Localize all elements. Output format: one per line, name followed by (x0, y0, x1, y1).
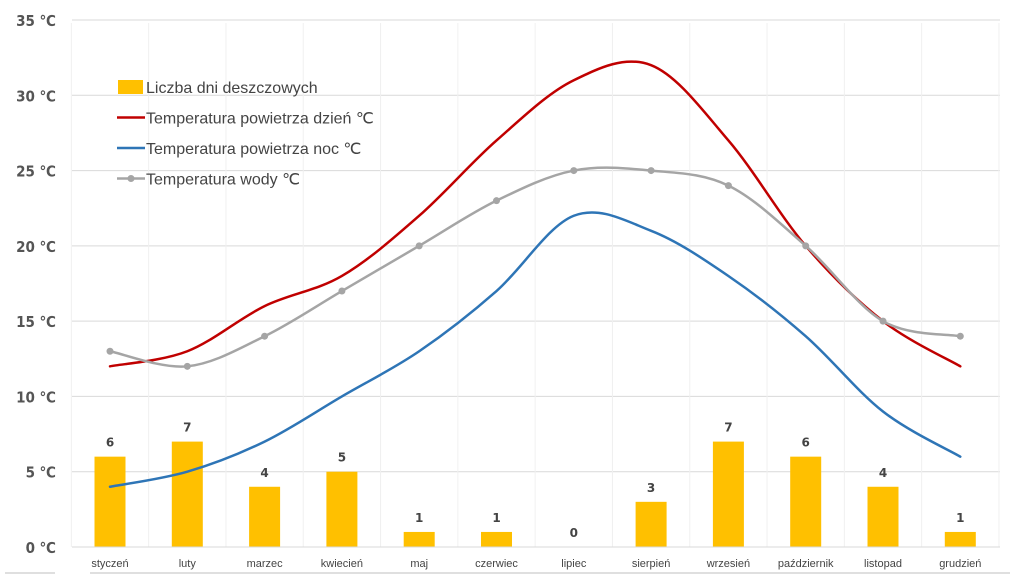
y-tick-label: 15 ℃ (16, 313, 56, 331)
bar (867, 486, 899, 547)
x-axis: styczeń luty marzec kwiecień maj czerwiec lipi… (5, 546, 1010, 574)
water-temp-marker (183, 362, 191, 370)
bar-data-label: 1 (956, 511, 964, 525)
water-temp-marker (724, 182, 732, 190)
x-tick-label: czerwiec (475, 558, 518, 570)
bar (249, 486, 281, 547)
y-tick-label: 25 ℃ (16, 163, 56, 181)
water-temp-marker (338, 287, 346, 295)
legend-swatch-marker (127, 175, 135, 182)
gridlines (70, 19, 1000, 548)
legend-item: Temperatura powietrza noc ℃ (117, 141, 361, 158)
legend-swatch-bar (118, 80, 143, 94)
bar (635, 501, 667, 547)
bar-data-label: 6 (802, 436, 810, 450)
water-temp-marker (879, 317, 887, 325)
x-tick-label: lipiec (561, 558, 587, 570)
y-tick-label: 5 ℃ (26, 464, 56, 482)
x-tick-label: marzec (247, 558, 284, 570)
bar (481, 531, 512, 547)
x-tick-label: luty (179, 558, 197, 570)
water-temp-marker (956, 332, 964, 340)
y-tick-label: 20 ℃ (16, 238, 56, 256)
bar (790, 456, 822, 547)
water-temp-marker (647, 167, 655, 175)
legend-label: Temperatura powietrza noc ℃ (146, 141, 361, 158)
line-series (106, 60, 964, 489)
water-temp-marker (802, 242, 810, 250)
bar (403, 531, 435, 547)
y-tick-label: 0 ℃ (26, 539, 56, 557)
day-temp-line (108, 60, 962, 368)
bar (171, 441, 203, 547)
water-temp-marker (493, 197, 500, 205)
legend-label: Temperatura powietrza dzień ℃ (146, 111, 374, 128)
bar (712, 441, 744, 547)
bar-data-label: 1 (492, 511, 500, 525)
bar-data-label: 0 (570, 526, 578, 540)
water-temp-marker (415, 242, 423, 250)
x-tick-label: sierpień (632, 558, 671, 570)
bar (326, 471, 358, 547)
bar-data-label: 6 (106, 436, 114, 450)
y-tick-label: 10 ℃ (16, 388, 56, 406)
x-tick-label: maj (410, 558, 428, 570)
legend: Liczba dni deszczowych Temperatura powiet… (117, 80, 374, 189)
legend-item: Temperatura powietrza dzień ℃ (117, 111, 374, 128)
x-tick-label: październik (778, 558, 834, 570)
bar-data-label: 3 (647, 481, 655, 495)
y-tick-label: 30 ℃ (16, 87, 56, 105)
bar-data-label: 5 (338, 451, 346, 465)
bar-data-label: 7 (724, 421, 732, 435)
bar-data-label: 4 (879, 466, 887, 480)
legend-label: Liczba dni deszczowych (146, 80, 318, 97)
bar-data-label: 1 (415, 511, 423, 525)
water-temp-marker (106, 347, 114, 355)
bar-data-label: 4 (260, 466, 268, 480)
legend-item: Liczba dni deszczowych (118, 80, 318, 97)
bar (94, 456, 126, 547)
x-tick-label: wrzesień (706, 558, 750, 570)
bar (944, 531, 976, 547)
x-tick-label: styczeń (91, 558, 128, 570)
x-tick-label: grudzień (939, 558, 981, 570)
legend-item: Temperatura wody ℃ (117, 172, 300, 189)
x-tick-label: listopad (864, 558, 902, 570)
bar-series: 6 7 4 5 1 1 0 3 7 6 4 1 (94, 421, 976, 547)
legend-label: Temperatura wody ℃ (146, 172, 300, 189)
bar-data-label: 7 (183, 421, 191, 435)
y-tick-label: 35 ℃ (16, 12, 56, 30)
x-tick-label: kwiecień (321, 558, 363, 570)
night-temp-line (108, 211, 962, 489)
water-temp-marker (570, 167, 578, 175)
water-temp-marker (261, 332, 269, 340)
y-axis: 0 ℃ 5 ℃ 10 ℃ 15 ℃ 20 ℃ 25 ℃ 30 ℃ 35 ℃ (16, 12, 56, 557)
